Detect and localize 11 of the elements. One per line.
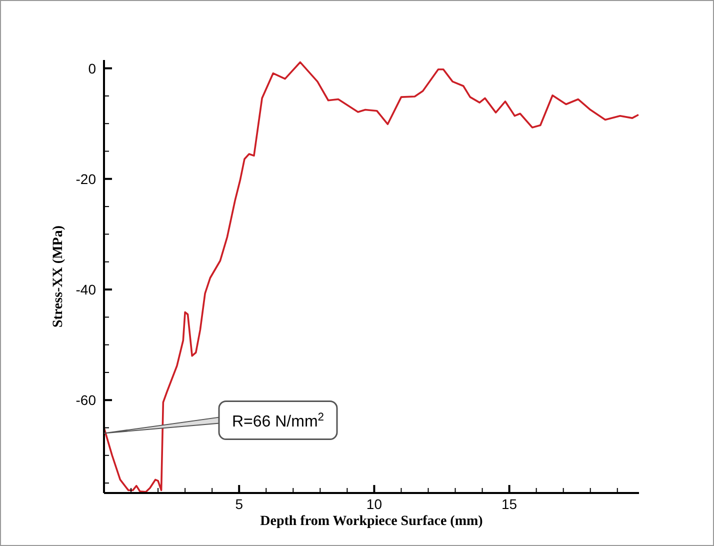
x-tick-label: 10 bbox=[366, 496, 382, 512]
x-tick-label: 5 bbox=[235, 496, 244, 512]
line-series bbox=[103, 61, 640, 493]
y-tick-label: -40 bbox=[76, 281, 96, 298]
y-tick-label: 0 bbox=[88, 60, 96, 76]
x-axis-title: Depth from Workpiece Surface (mm) bbox=[260, 514, 484, 529]
y-tick-label: -60 bbox=[76, 392, 96, 408]
y-axis-title: Stress-XX (MPa) bbox=[51, 225, 66, 328]
x-tick-label: 15 bbox=[502, 496, 518, 512]
y-tick-label: -20 bbox=[76, 170, 96, 187]
annotation: R=66 N/mm$^{2}$ bbox=[232, 411, 324, 430]
